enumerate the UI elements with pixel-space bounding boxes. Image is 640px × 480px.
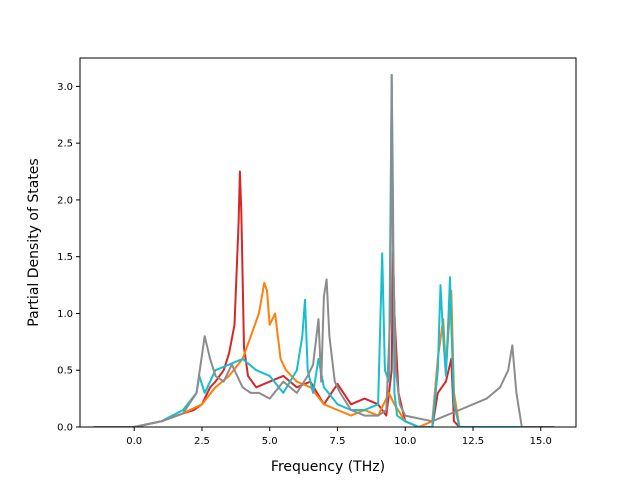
x-tick-label: 5.0 (262, 436, 278, 447)
y-tick-label: 1.0 (57, 309, 73, 320)
y-tick-label: 0.0 (57, 423, 73, 434)
y-axis-label: Partial Density of States (26, 158, 42, 326)
x-tick-label: 7.5 (330, 436, 346, 447)
plot-frame (79, 57, 577, 428)
x-tick-label: 15.0 (530, 436, 552, 447)
y-ticks: 0.0 0.5 1.0 1.5 2.0 2.5 3.0 (57, 82, 80, 434)
x-axis-label: Frequency (THz) (271, 459, 385, 475)
y-tick-label: 2.0 (57, 195, 73, 206)
y-tick-label: 0.5 (57, 366, 73, 377)
x-tick-label: 10.0 (394, 436, 416, 447)
series-layer (93, 74, 555, 427)
x-tick-label: 0.0 (126, 436, 142, 447)
y-tick-label: 3.0 (57, 82, 73, 93)
x-ticks: 0.0 2.5 5.0 7.5 10.0 12.5 15.0 (126, 427, 552, 447)
x-tick-label: 12.5 (462, 436, 484, 447)
series-line-3 (93, 74, 555, 427)
y-tick-label: 2.5 (57, 139, 73, 150)
y-tick-label: 1.5 (57, 252, 73, 263)
series-line-4 (93, 74, 555, 427)
x-tick-label: 2.5 (194, 436, 210, 447)
